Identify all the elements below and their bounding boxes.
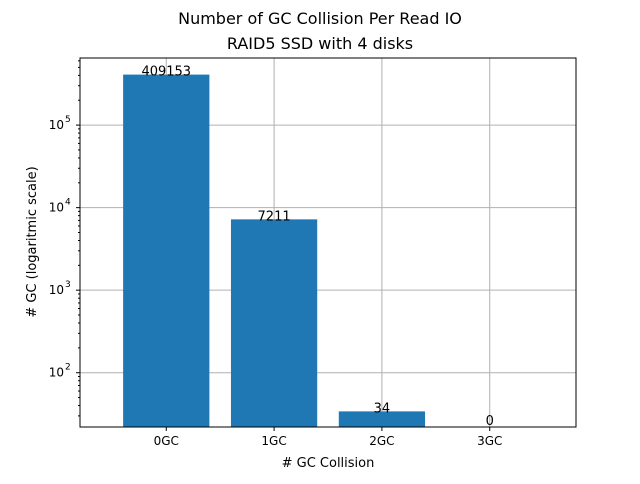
data-label: 409153 xyxy=(141,65,191,80)
x-tick-label: 2GC xyxy=(369,434,394,448)
x-tick-label: 1GC xyxy=(261,434,286,448)
y-tick-label: 10 xyxy=(49,118,64,132)
data-label: 0 xyxy=(486,414,494,429)
y-tick-label: 10 xyxy=(49,366,64,380)
bar-0gc xyxy=(123,74,210,427)
data-labels: 409153 7211 34 0 xyxy=(141,65,493,429)
x-tick-label: 0GC xyxy=(154,434,179,448)
x-tick-label: 3GC xyxy=(477,434,502,448)
chart-title: Number of GC Collision Per Read IO xyxy=(178,9,462,28)
data-label: 7211 xyxy=(258,209,291,224)
y-tick-exponent: 4 xyxy=(65,198,71,208)
chart-subtitle: RAID5 SSD with 4 disks xyxy=(227,34,413,53)
bar-1gc xyxy=(230,219,318,427)
y-axis-label: # GC (logaritmic scale) xyxy=(25,166,40,317)
y-tick-label: 10 xyxy=(49,201,64,215)
bars xyxy=(123,74,426,427)
data-label: 34 xyxy=(374,401,391,416)
x-axis-label: # GC Collision xyxy=(282,456,375,471)
bar-2gc xyxy=(338,411,426,427)
y-tick-exponent: 2 xyxy=(65,363,71,373)
y-tick-exponent: 3 xyxy=(65,280,71,290)
y-tick-label: 10 xyxy=(49,283,64,297)
y-tick-exponent: 5 xyxy=(65,115,71,125)
plot-frame xyxy=(79,57,577,428)
